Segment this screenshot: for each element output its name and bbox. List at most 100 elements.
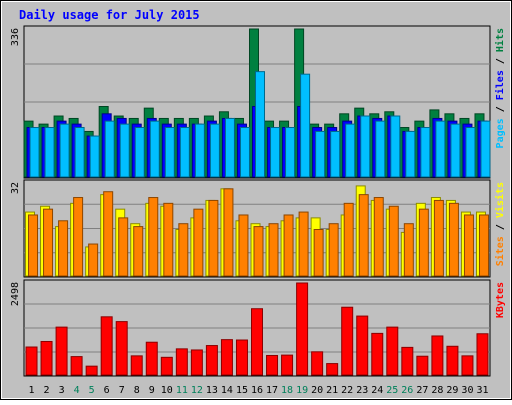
bar-sites-day-30 [463, 214, 474, 277]
series-kbytes [25, 282, 489, 376]
bar-kbytes-day-21 [326, 363, 339, 376]
bar-sites-day-16 [253, 226, 264, 277]
bar-sites-day-8 [133, 226, 144, 277]
bar-sites-day-25 [388, 205, 399, 277]
axis-label-separator: / [495, 100, 506, 118]
bar-kbytes-day-7 [115, 321, 128, 376]
bar-sites-day-29 [448, 202, 459, 277]
bar-kbytes-day-20 [311, 351, 324, 376]
x-tick-label: 5 [89, 385, 95, 396]
series-sites [28, 188, 489, 277]
bar-pages-day-7 [119, 123, 130, 178]
bar-sites-day-3 [58, 220, 69, 277]
bar-sites-day-10 [163, 202, 174, 277]
x-tick-label: 31 [476, 385, 488, 396]
bar-pages-day-4 [74, 127, 85, 178]
bar-kbytes-day-16 [251, 308, 263, 376]
bar-kbytes-day-23 [356, 315, 369, 376]
x-tick-label: 26 [401, 385, 413, 396]
bar-kbytes-day-12 [190, 349, 203, 376]
bar-pages-day-3 [59, 123, 70, 178]
bar-sites-day-22 [343, 202, 354, 277]
bar-sites-day-18 [283, 214, 294, 277]
x-tick-label: 13 [206, 385, 218, 396]
bar-kbytes-day-2 [40, 340, 53, 376]
bar-kbytes-day-3 [55, 326, 68, 376]
x-tick-label: 14 [221, 385, 233, 396]
bar-sites-day-5 [88, 243, 99, 277]
bar-pages-day-14 [224, 117, 235, 178]
y-max-label: 336 [10, 28, 21, 46]
bar-pages-day-1 [29, 127, 40, 178]
axis-label-files: Files [494, 70, 506, 100]
bar-sites-day-7 [118, 217, 129, 277]
x-tick-label: 4 [74, 385, 80, 396]
x-tick-label: 28 [431, 385, 443, 396]
panel-axis-label: Pages / Files / Hits [494, 28, 506, 148]
bar-kbytes-day-29 [446, 345, 459, 376]
bar-sites-day-14 [223, 188, 234, 277]
bar-kbytes-day-5 [85, 365, 98, 376]
chart-panels: 336 Pages / Files / Hits 32 Sites / Visits 2… [10, 25, 506, 377]
bar-pages-day-10 [164, 127, 175, 178]
bar-kbytes-day-15 [235, 339, 248, 376]
axis-label-separator: / [495, 218, 506, 236]
bar-pages-day-19 [300, 73, 311, 178]
x-tick-label: 20 [311, 385, 323, 396]
bar-kbytes-day-4 [70, 356, 83, 376]
bar-pages-day-28 [435, 120, 446, 178]
bar-sites-day-19 [298, 211, 309, 277]
bar-kbytes-day-24 [371, 332, 384, 376]
bar-pages-day-25 [390, 115, 401, 178]
bar-kbytes-day-22 [341, 306, 354, 376]
series-pages [29, 71, 491, 178]
bar-sites-day-21 [328, 223, 339, 277]
bar-sites-day-20 [313, 229, 324, 277]
x-tick-label: 6 [104, 385, 110, 396]
axis-label-hits: Hits [494, 28, 506, 52]
bar-kbytes-day-28 [431, 335, 444, 376]
bar-sites-day-6 [103, 191, 114, 277]
bar-kbytes-day-26 [401, 346, 414, 376]
x-tick-label: 25 [386, 385, 398, 396]
bar-kbytes-day-18 [281, 354, 294, 376]
axis-label-pages: Pages [495, 118, 506, 148]
x-tick-label: 22 [341, 385, 353, 396]
bar-kbytes-day-25 [386, 326, 399, 376]
x-tick-label: 1 [29, 385, 35, 396]
axis-label-kbytes: KBytes [495, 282, 506, 318]
bar-pages-day-20 [315, 130, 326, 178]
x-tick-label: 15 [236, 385, 248, 396]
bar-sites-day-13 [208, 199, 219, 277]
bar-pages-day-15 [239, 127, 250, 178]
bar-kbytes-day-27 [416, 355, 429, 376]
bar-kbytes-day-1 [25, 346, 38, 376]
bar-kbytes-day-10 [160, 356, 173, 376]
bar-sites-day-24 [373, 197, 384, 277]
bar-pages-day-31 [480, 120, 491, 178]
x-tick-label: 16 [251, 385, 263, 396]
bar-kbytes-day-31 [476, 333, 489, 376]
panel-axis-label: Sites / Visits [494, 182, 506, 266]
bar-kbytes-day-13 [205, 345, 218, 376]
bar-pages-day-27 [420, 127, 431, 178]
x-tick-label: 18 [281, 385, 293, 396]
axis-label-sites: Sites [494, 236, 506, 266]
bar-pages-day-18 [285, 127, 296, 178]
bar-pages-day-29 [450, 123, 461, 178]
bar-sites-day-12 [193, 208, 204, 277]
bar-kbytes-day-17 [266, 354, 279, 376]
bar-pages-day-8 [134, 127, 145, 178]
x-tick-label: 17 [266, 385, 278, 396]
bar-sites-day-17 [268, 223, 279, 277]
chart-bevel-light [1, 1, 511, 399]
panel-visits-sites: 32 Sites / Visits [10, 179, 506, 278]
y-max-label: 32 [10, 182, 21, 194]
bar-kbytes-day-6 [100, 316, 113, 376]
x-axis-day-labels: 1 2 3 4 5 6 7 8 9 10 11 12 13 14 15 16 17 18 19 20 21 22 23 24 2… [29, 385, 489, 396]
panel-kbytes: 2498 KBytes [10, 279, 506, 377]
x-tick-label: 21 [326, 385, 338, 396]
bar-sites-day-11 [178, 223, 189, 277]
